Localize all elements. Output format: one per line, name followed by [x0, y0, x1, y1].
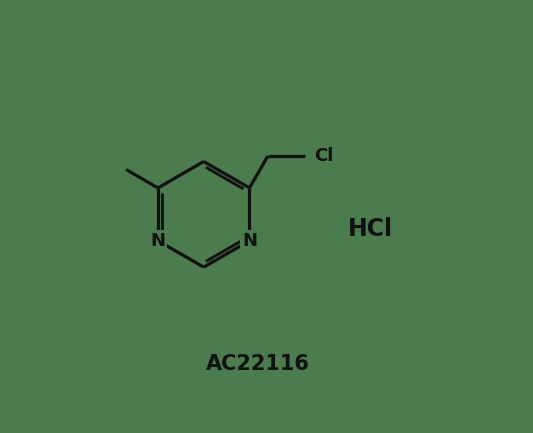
Text: Cl: Cl [314, 147, 334, 165]
Text: N: N [150, 232, 165, 250]
Text: AC22116: AC22116 [206, 354, 310, 374]
Text: N: N [242, 232, 257, 250]
Text: HCl: HCl [348, 217, 393, 242]
